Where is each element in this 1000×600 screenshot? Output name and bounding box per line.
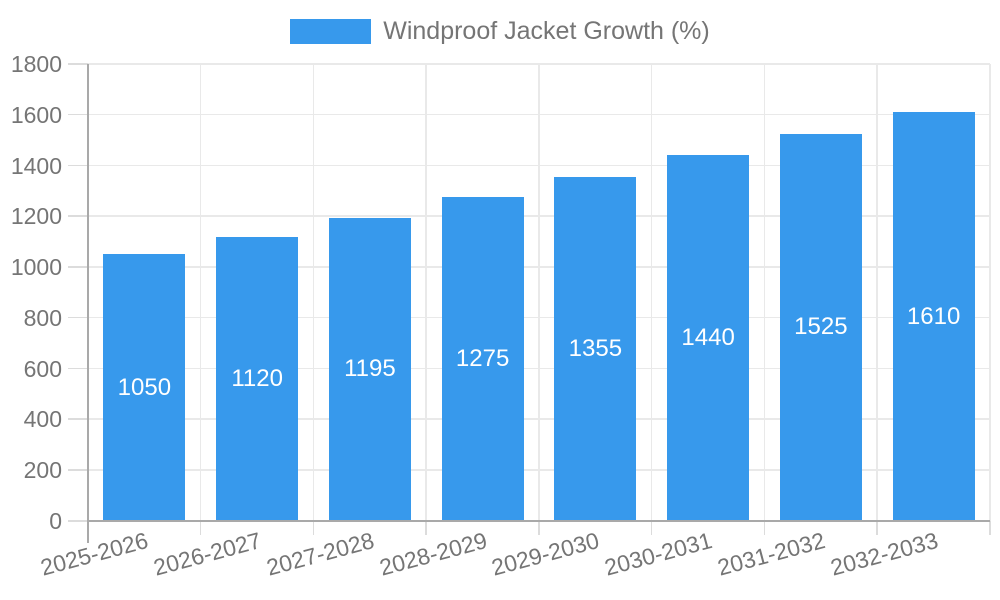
bar[interactable]: 1195	[328, 217, 411, 521]
y-axis-label: 800	[23, 304, 62, 331]
y-tick	[68, 113, 88, 116]
y-axis-label: 1000	[10, 254, 62, 281]
x-tick	[199, 521, 202, 535]
y-tick	[68, 520, 88, 522]
gridline-vertical	[763, 64, 765, 521]
x-tick	[312, 521, 314, 535]
bar-value-label: 1050	[117, 373, 172, 401]
bar[interactable]: 1525	[779, 133, 862, 521]
bar-value-label: 1275	[455, 345, 510, 373]
gridline-vertical	[312, 64, 314, 521]
x-tick	[538, 521, 540, 535]
bar-value-label: 1525	[794, 313, 848, 341]
y-axis-label: 200	[23, 457, 62, 484]
y-axis-label: 0	[49, 508, 62, 534]
bar[interactable]: 1275	[441, 197, 524, 521]
legend-swatch	[290, 18, 372, 44]
gridline-vertical	[876, 64, 878, 521]
x-tick	[763, 521, 765, 535]
y-tick	[68, 469, 88, 471]
y-axis-line	[87, 64, 89, 543]
y-axis-label: 1400	[10, 152, 62, 179]
x-axis-line	[88, 520, 990, 522]
y-axis-label: 600	[23, 355, 62, 382]
gridline-vertical	[425, 64, 427, 521]
bar[interactable]: 1120	[216, 236, 299, 521]
y-tick	[68, 367, 88, 370]
y-tick	[68, 316, 88, 319]
legend[interactable]: Windproof Jacket Growth (%)	[0, 17, 1000, 45]
y-axis-label: 1800	[10, 51, 62, 77]
y-axis-label: 1200	[10, 203, 62, 230]
y-tick	[68, 164, 88, 167]
bar-value-label: 1610	[906, 302, 961, 330]
bar-value-label: 1195	[344, 355, 396, 383]
x-tick	[989, 521, 991, 535]
gridline-horizontal	[88, 63, 990, 65]
bar[interactable]: 1440	[667, 155, 750, 521]
bar[interactable]: 1050	[103, 254, 186, 521]
bar-value-label: 1120	[231, 364, 283, 392]
x-tick	[650, 521, 653, 535]
y-tick	[68, 266, 88, 268]
legend-label: Windproof Jacket Growth (%)	[383, 17, 710, 45]
gridline-vertical	[650, 64, 653, 521]
x-tick	[425, 521, 427, 535]
gridline-vertical	[199, 64, 202, 521]
bar[interactable]: 1610	[892, 112, 975, 521]
x-tick	[876, 521, 878, 535]
bar-value-label: 1440	[681, 324, 735, 352]
bar[interactable]: 1355	[554, 176, 637, 521]
y-axis-label: 1600	[10, 101, 62, 128]
y-tick	[68, 215, 88, 217]
gridline-vertical	[538, 64, 540, 521]
bar-value-label: 1355	[568, 334, 623, 362]
y-axis-label: 400	[23, 406, 62, 433]
gridline-vertical	[989, 64, 991, 521]
y-tick	[68, 418, 88, 420]
y-tick	[68, 63, 88, 65]
